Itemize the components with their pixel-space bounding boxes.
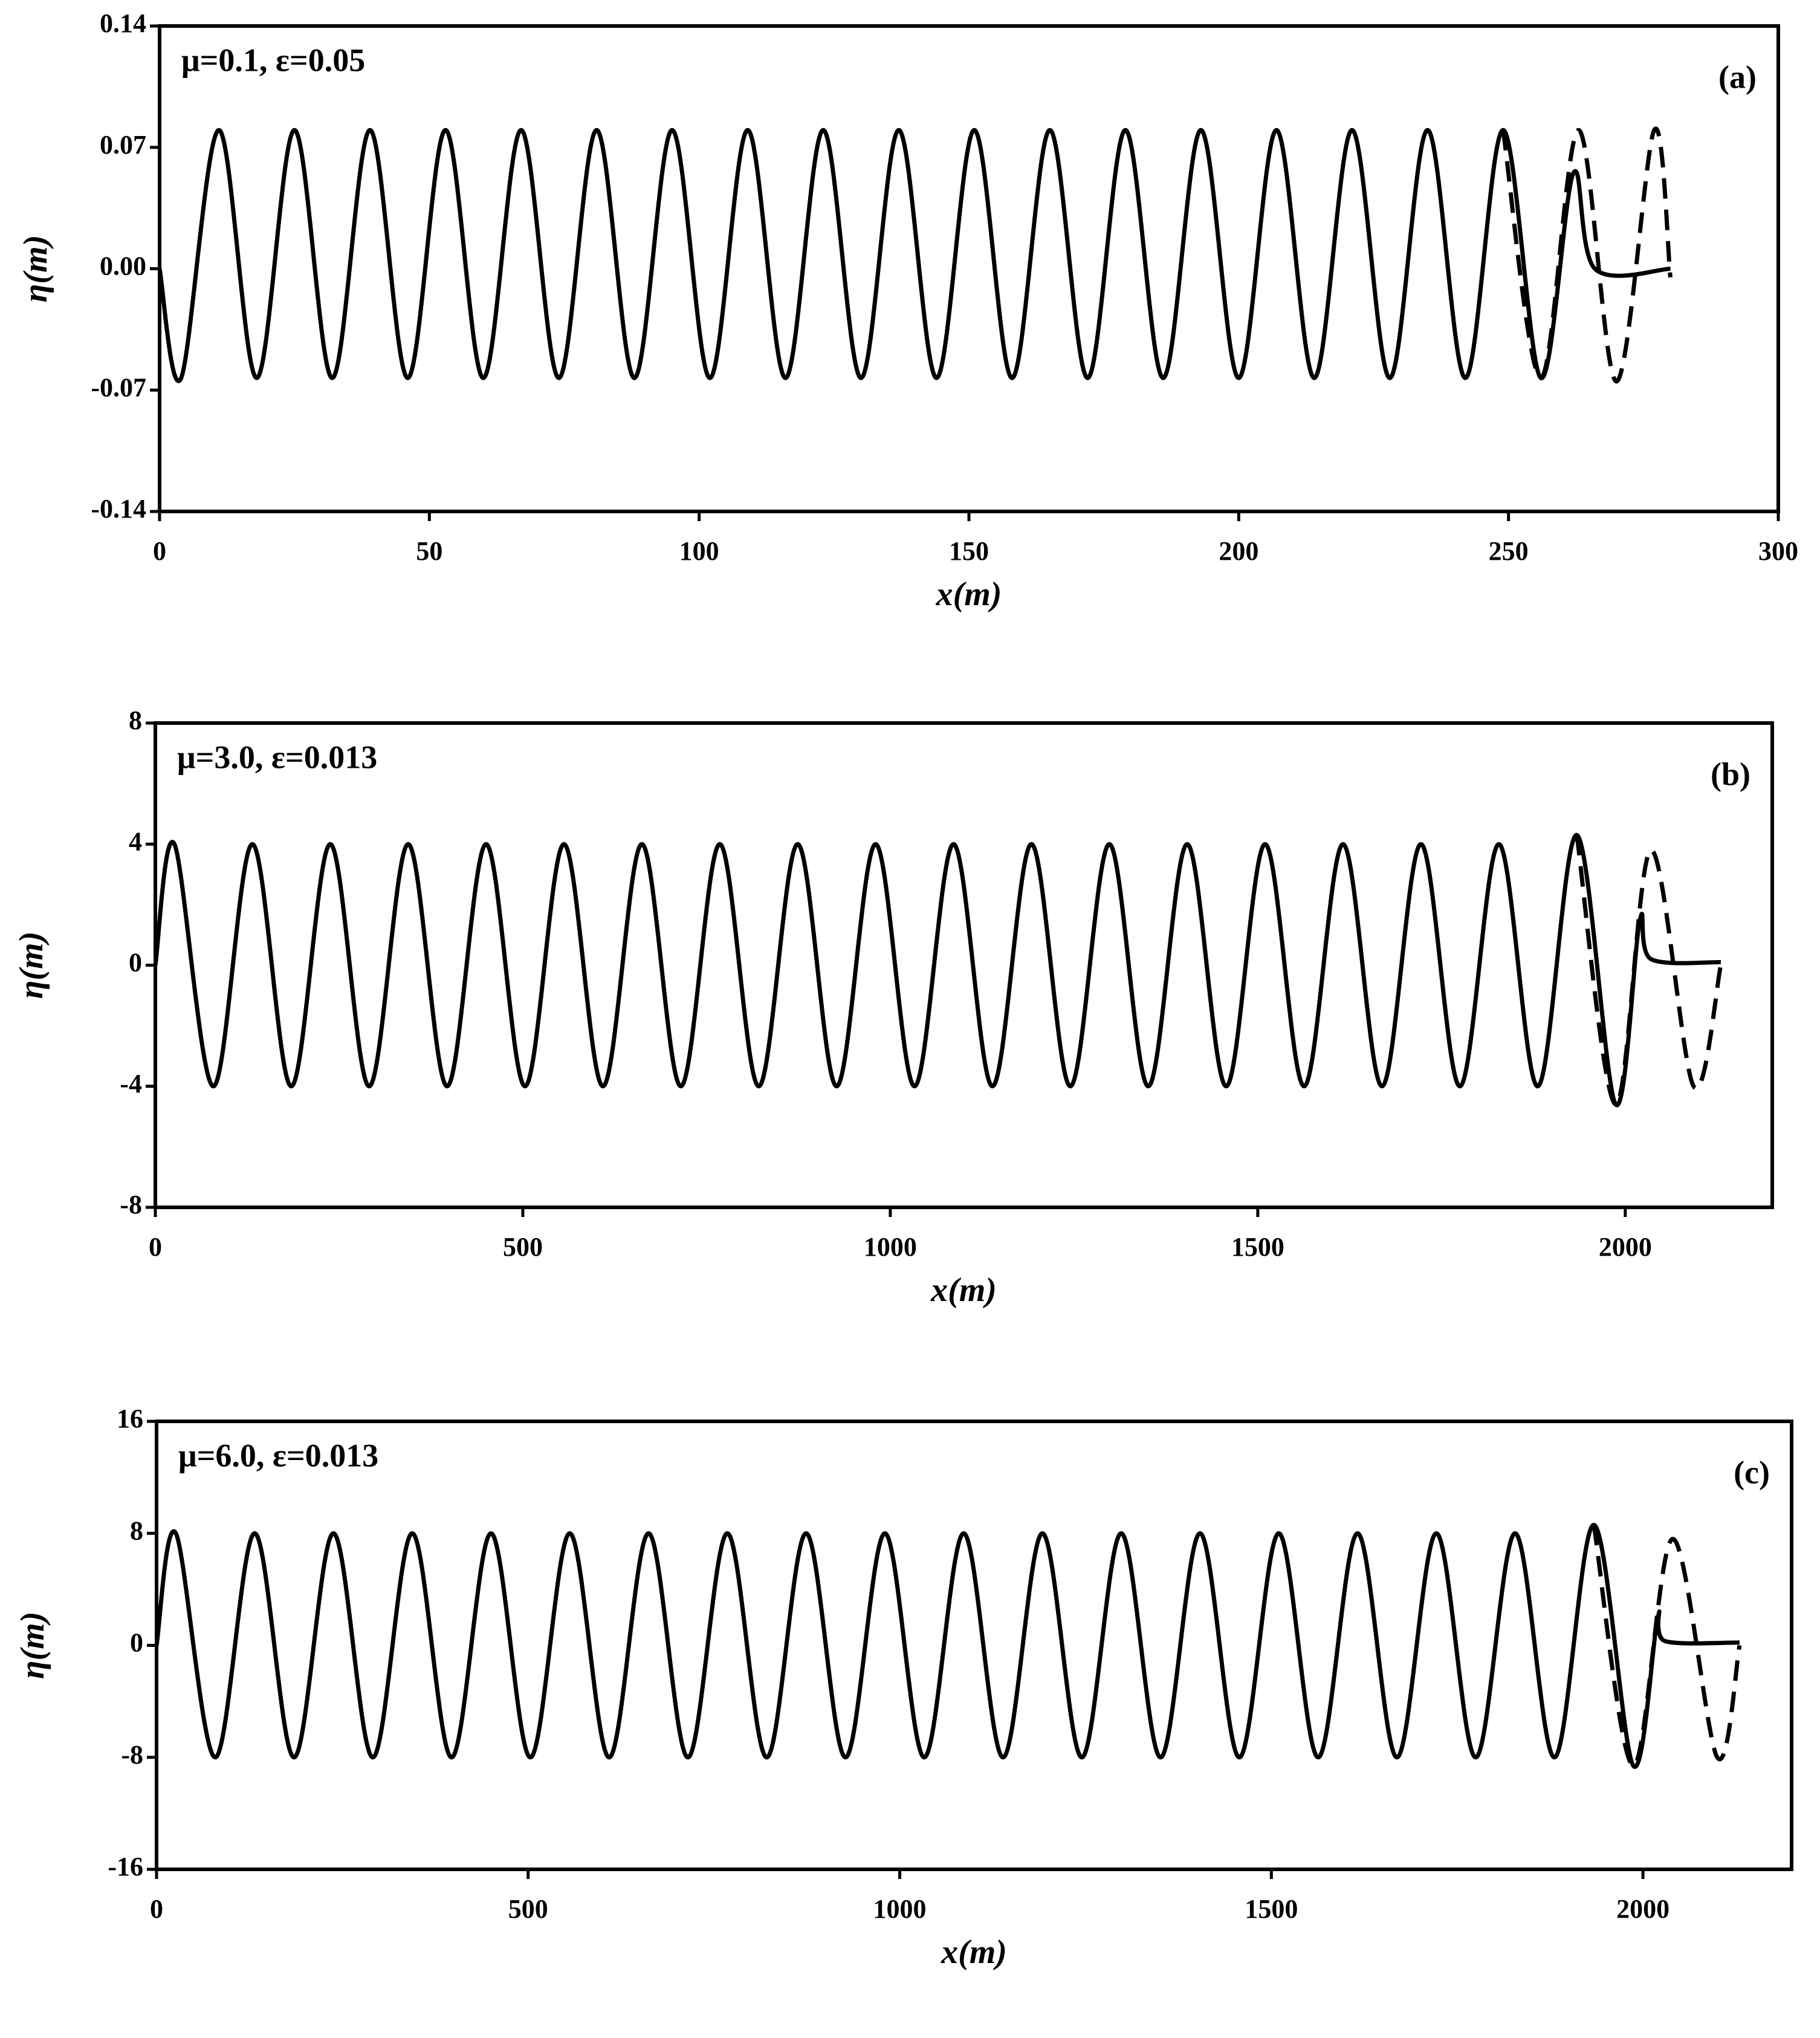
y-tick-label: 8 — [129, 706, 142, 735]
y-tick-label: -8 — [120, 1190, 142, 1219]
x-tick-label: 300 — [1758, 536, 1798, 566]
x-tick-label: 1500 — [1231, 1232, 1284, 1262]
annotation: μ=0.1, ε=0.05 — [181, 42, 365, 78]
x-tick-label: 1500 — [1245, 1894, 1298, 1924]
y-axis-label: η(m) — [13, 932, 50, 999]
plot-frame — [155, 1420, 1793, 1871]
y-tick-label: 0 — [130, 1628, 143, 1658]
y-tick-label: -0.14 — [91, 494, 146, 524]
x-tick-label: 0 — [153, 536, 166, 566]
x-tick-label: 500 — [503, 1232, 543, 1262]
x-tick-label: 200 — [1219, 536, 1258, 566]
x-tick-label: 2000 — [1616, 1894, 1669, 1924]
y-tick-label: -4 — [120, 1069, 142, 1099]
data-line — [1575, 834, 1723, 1107]
y-tick-label: -8 — [121, 1740, 143, 1770]
x-tick-label: 100 — [679, 536, 719, 566]
panel-label: (c) — [1734, 1454, 1770, 1490]
x-tick-label: 0 — [150, 1894, 163, 1924]
x-tick-label: 150 — [949, 536, 989, 566]
y-tick-label: 0 — [129, 948, 142, 978]
y-axis-label: η(m) — [14, 1612, 51, 1679]
data-line — [154, 1522, 1740, 1770]
y-tick-label: 0.07 — [100, 130, 146, 160]
y-tick-label: 0.00 — [100, 252, 146, 281]
annotation: μ=6.0, ε=0.013 — [178, 1437, 378, 1473]
data-line — [153, 832, 1721, 1108]
x-tick-label: 500 — [508, 1894, 548, 1924]
data-line — [157, 128, 1671, 383]
x-axis-label: x(m) — [941, 1933, 1007, 1971]
y-axis-label: η(m) — [17, 235, 54, 303]
x-tick-label: 50 — [416, 536, 442, 566]
y-tick-label: 4 — [129, 826, 142, 856]
y-tick-label: -0.07 — [91, 372, 146, 402]
x-tick-label: 0 — [149, 1232, 162, 1262]
data-line — [1592, 1524, 1742, 1768]
panel-label: (b) — [1711, 756, 1750, 792]
y-tick-label: 16 — [117, 1404, 143, 1433]
x-tick-label: 2000 — [1599, 1232, 1652, 1262]
plot-frame — [158, 24, 1780, 513]
x-tick-label: 1000 — [873, 1894, 927, 1924]
panel-label: (a) — [1718, 59, 1757, 95]
x-tick-label: 250 — [1489, 536, 1529, 566]
plot-frame — [154, 721, 1774, 1209]
y-tick-label: -16 — [108, 1852, 143, 1881]
y-tick-label: 8 — [130, 1516, 143, 1545]
annotation: μ=3.0, ε=0.013 — [177, 739, 377, 775]
y-tick-label: 0.14 — [100, 8, 146, 38]
x-axis-label: x(m) — [930, 1271, 997, 1309]
x-axis-label: x(m) — [936, 576, 1002, 613]
data-line — [1501, 126, 1673, 384]
x-tick-label: 1000 — [864, 1232, 917, 1262]
